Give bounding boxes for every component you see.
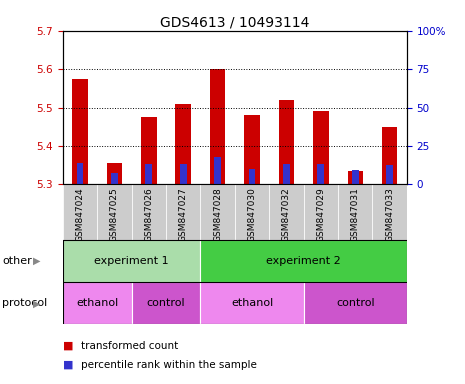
Bar [72,79,88,184]
Bar [132,184,166,240]
Text: transformed count: transformed count [81,341,179,351]
Text: percentile rank within the sample: percentile rank within the sample [81,360,257,370]
Text: ▶: ▶ [33,256,40,266]
Text: GSM847033: GSM847033 [385,187,394,242]
Text: GSM847028: GSM847028 [213,187,222,242]
Bar [214,157,221,184]
Bar [63,282,132,324]
Bar [347,171,363,184]
Bar [166,184,200,240]
Bar [352,170,359,184]
Bar [279,100,294,184]
Bar [338,184,372,240]
Bar [244,115,260,184]
Text: other: other [2,256,32,266]
Bar [210,69,226,184]
Bar [269,184,304,240]
Bar [304,282,407,324]
Text: GSM847030: GSM847030 [247,187,257,242]
Bar [372,184,407,240]
Bar [141,117,157,184]
Bar [97,184,132,240]
Bar [200,240,407,282]
Bar [63,184,97,240]
Text: GSM847031: GSM847031 [351,187,360,242]
Text: protocol: protocol [2,298,47,308]
Text: GSM847027: GSM847027 [179,187,188,242]
Bar [132,282,200,324]
Bar [382,127,398,184]
Bar [318,164,324,184]
Bar [283,164,290,184]
Bar [313,111,329,184]
Text: GSM847026: GSM847026 [144,187,153,242]
Text: ■: ■ [63,341,73,351]
Title: GDS4613 / 10493114: GDS4613 / 10493114 [160,16,310,30]
Text: GSM847025: GSM847025 [110,187,119,242]
Text: experiment 2: experiment 2 [266,256,341,266]
Text: GSM847032: GSM847032 [282,187,291,242]
Text: ethanol: ethanol [76,298,118,308]
Bar [63,240,200,282]
Bar [200,282,304,324]
Bar [106,163,122,184]
Text: ethanol: ethanol [231,298,273,308]
Bar [77,163,83,184]
Bar [386,165,393,184]
Bar [235,184,269,240]
Text: experiment 1: experiment 1 [94,256,169,266]
Text: GSM847024: GSM847024 [75,187,85,242]
Bar [249,169,255,184]
Bar [200,184,235,240]
Text: ■: ■ [63,360,73,370]
Text: GSM847029: GSM847029 [316,187,326,242]
Bar [180,164,186,184]
Text: control: control [336,298,375,308]
Bar [111,173,118,184]
Bar [304,184,338,240]
Text: ▶: ▶ [33,298,40,308]
Bar [146,164,152,184]
Bar [175,104,191,184]
Text: control: control [146,298,186,308]
